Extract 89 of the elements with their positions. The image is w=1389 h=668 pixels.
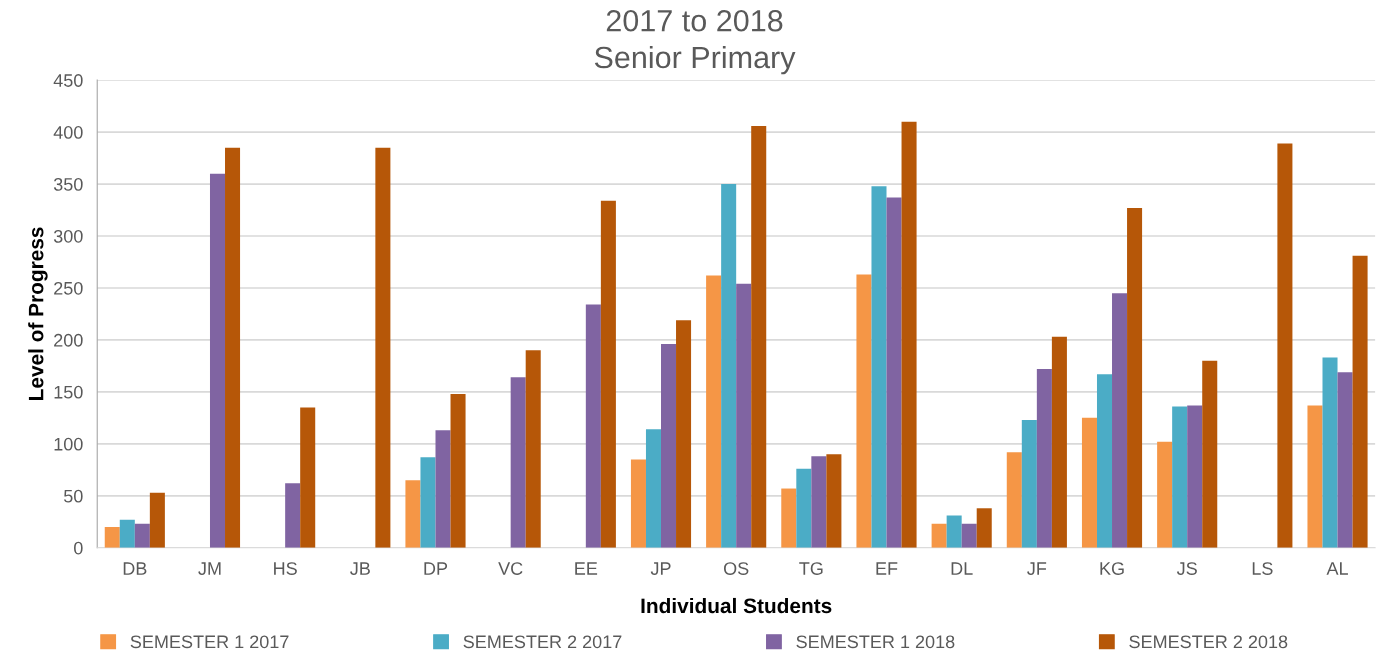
bar: [901, 121, 917, 548]
bar: [600, 200, 616, 548]
bar: [1277, 143, 1293, 548]
bar: [1081, 417, 1097, 548]
bar: [1172, 406, 1188, 548]
x-tick-label: JB: [350, 562, 370, 575]
bar: [1021, 419, 1037, 548]
bar: [209, 173, 226, 548]
bar: [961, 523, 977, 548]
legend-label: SEMESTER 2 2017: [463, 635, 622, 649]
bar: [630, 459, 646, 548]
bar: [1051, 336, 1067, 548]
y-tick-label: 200: [54, 333, 83, 347]
bar: [1112, 293, 1128, 548]
bar: [721, 184, 737, 548]
bar: [736, 283, 752, 548]
bar: [1006, 452, 1022, 548]
bar: [450, 393, 466, 548]
x-tick-label: DB: [123, 562, 147, 575]
x-tick-label: JF: [1027, 562, 1047, 575]
bar: [796, 468, 812, 548]
bar: [856, 274, 872, 548]
bar: [1307, 405, 1323, 548]
bar: [676, 320, 692, 548]
x-tick-label: DL: [951, 562, 973, 575]
y-tick-label: 0: [74, 541, 83, 555]
bar: [1337, 372, 1353, 548]
bar: [119, 519, 135, 548]
x-tick-label: DP: [424, 562, 448, 575]
legend-label: SEMESTER 2 2018: [1129, 635, 1288, 649]
x-tick-label: OS: [723, 562, 749, 575]
x-tick-label: JM: [198, 562, 221, 575]
x-tick-label: VC: [498, 562, 523, 575]
bar: [149, 492, 165, 548]
bar: [1127, 207, 1143, 548]
bar: [420, 457, 436, 548]
y-tick-label: 150: [54, 385, 83, 399]
x-tick-label: JS: [1176, 562, 1197, 575]
bar: [1036, 369, 1052, 548]
bar: [585, 304, 601, 548]
bar: [285, 483, 301, 548]
x-tick-label: JP: [650, 562, 671, 575]
legend-label: SEMESTER 1 2017: [130, 635, 289, 649]
x-tick-label: HS: [274, 562, 297, 575]
y-tick-label: 50: [63, 489, 83, 503]
bar: [405, 480, 421, 548]
bar: [976, 508, 992, 548]
x-tick-label: EF: [876, 562, 898, 575]
x-tick-label: LS: [1252, 562, 1273, 575]
y-tick-label: 450: [53, 74, 83, 87]
y-tick-label: 350: [53, 178, 83, 191]
x-tick-label: TG: [799, 562, 823, 575]
chart-title: 2017 to 2018: [606, 9, 783, 32]
bar: [1322, 357, 1338, 548]
y-tick-label: 400: [53, 126, 83, 139]
y-tick-label: 250: [54, 281, 83, 295]
bar: [811, 456, 827, 548]
bar: [1157, 441, 1173, 548]
bar: [1352, 255, 1368, 548]
bar: [871, 186, 887, 548]
bar: [886, 197, 902, 548]
bar: [751, 125, 767, 548]
y-tick-label: 100: [54, 437, 83, 451]
bar: [645, 429, 661, 548]
bar: [706, 275, 722, 548]
bar: [134, 523, 150, 548]
bar: [826, 454, 842, 548]
bar: [1187, 405, 1203, 548]
bar: [946, 515, 962, 548]
bar: [661, 344, 677, 548]
x-axis-title: Individual Students: [641, 597, 832, 614]
y-tick-label: 300: [53, 229, 83, 243]
x-tick-label: EE: [575, 562, 598, 575]
bar: [1096, 374, 1113, 548]
bar: [375, 147, 391, 548]
x-tick-label: KG: [1100, 562, 1124, 575]
chart-subtitle: Senior Primary: [594, 45, 796, 75]
bar: [300, 407, 316, 548]
bar: [1202, 360, 1218, 548]
y-axis-title: Level of Progress: [28, 227, 48, 400]
bar: [525, 350, 541, 548]
bar: [781, 488, 797, 548]
legend-label: SEMESTER 1 2018: [796, 635, 955, 649]
bar: [435, 430, 451, 548]
bar: [510, 377, 526, 548]
bar: [225, 147, 241, 548]
x-tick-label: AL: [1326, 562, 1348, 575]
bar: [931, 523, 947, 548]
bar: [104, 526, 120, 548]
